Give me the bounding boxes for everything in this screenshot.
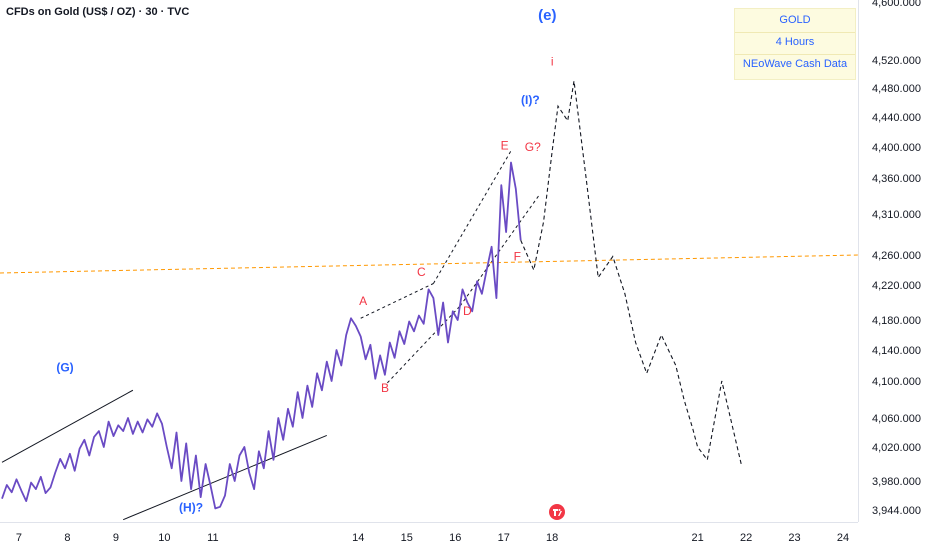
x-tick-label: 15 [401,532,413,544]
y-tick-label: 4,520.000 [872,55,921,67]
wave-label: (G) [56,361,73,375]
x-tick-label: 11 [207,532,218,544]
wedge-upper-line-2[interactable] [432,150,512,284]
wave-label: G? [525,140,541,154]
legend-timeframe: 4 Hours [775,36,815,48]
y-tick-label: 4,600.000 [872,0,921,9]
horizontal-level-line[interactable] [0,254,859,274]
wave-label: i [551,55,554,69]
y-tick-label: 4,260.000 [872,250,921,262]
y-tick-label: 3,980.000 [872,476,921,488]
y-tick-label: 4,440.000 [872,112,921,124]
y-tick-label: 4,180.000 [872,315,921,327]
y-tick-label: 4,100.000 [872,376,921,388]
x-tick-label: 7 [16,532,22,544]
wedge-lower-line-2[interactable] [459,193,541,307]
x-tick-label: 21 [691,532,703,544]
legend-symbol: GOLD [779,14,811,26]
y-tick-label: 4,310.000 [872,209,921,221]
y-tick-label: 4,220.000 [872,280,921,292]
x-tick-label: 24 [837,532,849,544]
y-tick-label: 4,400.000 [872,142,921,154]
wave-label: F [514,249,521,263]
x-tick-label: 18 [546,532,558,544]
x-tick-label: 14 [352,532,364,544]
x-tick-label: 23 [788,532,800,544]
wave-label: (I)? [521,93,540,107]
y-tick-label: 3,944.000 [872,505,921,517]
x-tick-label: 8 [64,532,70,544]
price-series-line [1,161,522,510]
wave-label: (H)? [179,501,203,515]
x-tick-label: 22 [740,532,752,544]
wave-label: E [501,138,509,152]
chart-title: CFDs on Gold (US$ / OZ) · 30 · TVC [6,6,190,18]
legend-source: NEoWave Cash Data [742,58,848,70]
y-tick-label: 4,140.000 [872,345,921,357]
tradingview-logo-icon[interactable] [549,504,565,520]
channel-upper-line[interactable] [1,389,134,463]
wedge-upper-line-1[interactable] [360,283,434,319]
x-tick-label: 17 [498,532,510,544]
y-tick-label: 4,020.000 [872,442,921,454]
channel-lower-line[interactable] [122,434,327,521]
wave-label: C [417,265,426,279]
x-tick-label: 9 [113,532,119,544]
y-tick-label: 4,480.000 [872,83,921,95]
wave-label: (e) [538,7,556,24]
info-legend: GOLD 4 Hours NEoWave Cash Data [734,8,856,80]
wave-label: A [359,294,367,308]
projection-path-line[interactable] [520,80,742,465]
wave-label: B [381,381,389,395]
x-tick-label: 10 [158,532,170,544]
wave-label: D [463,304,472,318]
x-tick-label: 16 [449,532,461,544]
y-tick-label: 4,060.000 [872,413,921,425]
y-tick-label: 4,360.000 [872,173,921,185]
